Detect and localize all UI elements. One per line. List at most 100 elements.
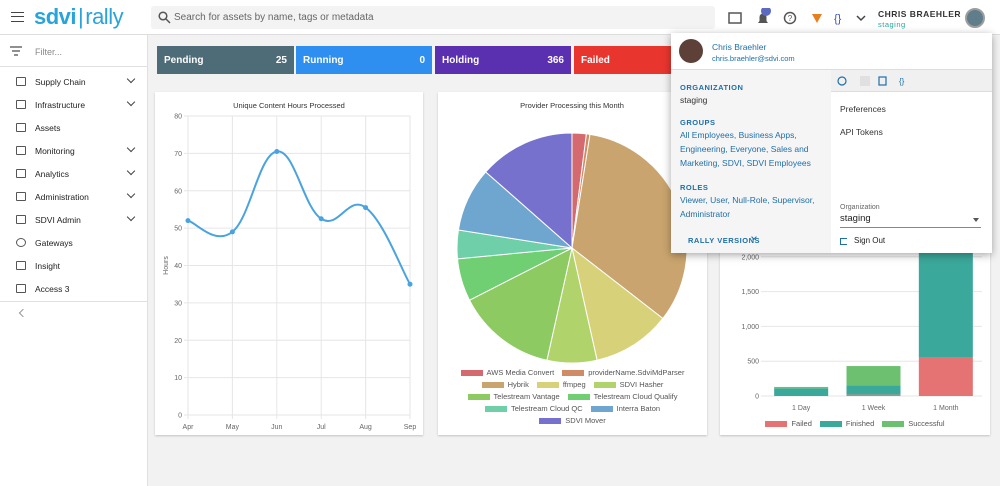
pie-slice bbox=[571, 246, 664, 361]
legend-swatch bbox=[590, 405, 613, 412]
nav-icon bbox=[16, 261, 26, 270]
section-heading: ROLES bbox=[680, 183, 709, 192]
logo-divider: | bbox=[78, 4, 84, 29]
help-icon[interactable] bbox=[783, 11, 797, 25]
user-name[interactable]: CHRIS BRAEHLER bbox=[878, 9, 962, 19]
point bbox=[318, 216, 324, 222]
nav-label: Access 3 bbox=[35, 283, 70, 294]
y-tick-label: 1,500 bbox=[741, 289, 759, 296]
nav-item[interactable]: Infrastructure bbox=[0, 93, 148, 116]
profile-email: chris.braehler@sdvi.com bbox=[712, 54, 795, 63]
legend-label: ffmpeg bbox=[562, 380, 586, 389]
y-tick-label: 0 bbox=[178, 413, 182, 420]
legend-item: ffmpeg bbox=[536, 380, 586, 389]
nav-label: Administration bbox=[35, 191, 89, 202]
nav-item[interactable]: Monitoring bbox=[0, 139, 148, 162]
logo-right: rally bbox=[85, 4, 124, 29]
pie-chart: Provider Processing this Month bbox=[456, 101, 688, 364]
tab-bar: {} bbox=[831, 70, 992, 92]
x-tick-label: Aug bbox=[359, 424, 372, 431]
nav-label: Gateways bbox=[35, 237, 73, 248]
nav-icon bbox=[16, 192, 26, 201]
line-chart: Unique Content Hours Processed 0 10 20 30 40 5… bbox=[163, 101, 416, 431]
nav-item[interactable]: Insight bbox=[0, 254, 148, 277]
legend-swatch bbox=[567, 393, 590, 400]
status-tile[interactable]: Pending 25 bbox=[157, 46, 294, 74]
x-tick-label: May bbox=[226, 424, 240, 431]
nav-item[interactable]: Supply Chain bbox=[0, 70, 148, 93]
nav-item[interactable]: SDVI Admin bbox=[0, 208, 148, 231]
nav-label: Analytics bbox=[35, 168, 70, 179]
nav-label: Infrastructure bbox=[35, 99, 86, 110]
chart-title: Unique Content Hours Processed bbox=[233, 101, 345, 110]
menu-button[interactable] bbox=[11, 12, 24, 22]
legend-swatch bbox=[536, 381, 559, 388]
preferences[interactable]: Preferences bbox=[840, 104, 886, 114]
nav-label: Assets bbox=[35, 122, 61, 133]
status-tile[interactable]: Running 0 bbox=[296, 46, 432, 74]
search-box[interactable]: Search for assets by name, tags or metad… bbox=[151, 6, 715, 29]
nav-item[interactable]: Analytics bbox=[0, 162, 148, 185]
section-heading: ORGANIZATION bbox=[680, 83, 744, 92]
filter-input[interactable]: Filter... bbox=[35, 47, 63, 57]
legend-item: Finished bbox=[819, 419, 874, 428]
legend-swatch bbox=[819, 420, 842, 427]
gift-icon[interactable] bbox=[728, 12, 742, 24]
divider bbox=[0, 301, 148, 302]
tab-active[interactable] bbox=[860, 76, 870, 86]
legend: AWS Media Convert providerName.SdviMdPars… bbox=[453, 368, 692, 425]
legend-swatch bbox=[539, 417, 562, 424]
chevron bbox=[126, 212, 136, 222]
profile-header: Chris Braehler chris.braehler@sdvi.com bbox=[671, 33, 992, 70]
avatar[interactable] bbox=[965, 8, 985, 28]
point bbox=[407, 281, 413, 287]
nav-label: SDVI Admin bbox=[35, 214, 81, 225]
y-tick-label: 2,000 bbox=[741, 254, 759, 261]
org-select-label: Organization bbox=[840, 204, 880, 211]
user-menu-caret[interactable] bbox=[856, 15, 866, 22]
tab-code[interactable]: {} bbox=[899, 77, 905, 86]
organization: staging bbox=[680, 95, 708, 105]
nav-item[interactable]: Administration bbox=[0, 185, 148, 208]
sign-out[interactable]: Sign Out bbox=[854, 236, 886, 245]
legend-label: Telestream Vantage bbox=[493, 392, 560, 401]
api-tokens[interactable]: API Tokens bbox=[840, 127, 883, 137]
divider bbox=[0, 66, 148, 67]
code-icon[interactable]: {} bbox=[834, 13, 842, 25]
element bbox=[158, 11, 168, 21]
extension-icon[interactable] bbox=[812, 14, 822, 23]
status-tile[interactable]: Holding 366 bbox=[435, 46, 571, 74]
nav-item[interactable]: Access 3 bbox=[0, 277, 148, 300]
notification-count: 2 bbox=[765, 3, 769, 10]
legend-label: Hybrik bbox=[507, 380, 529, 389]
legend-item: Telestream Cloud Qualify bbox=[567, 392, 677, 401]
collapse-button[interactable] bbox=[18, 308, 28, 318]
org-select-value: staging bbox=[840, 213, 871, 224]
nav-label: Supply Chain bbox=[35, 76, 86, 87]
bar-segment bbox=[918, 357, 973, 396]
x-tick-label: Apr bbox=[183, 424, 195, 431]
x-tick-label: 1 Month bbox=[933, 405, 958, 412]
nav-item[interactable]: Assets bbox=[0, 116, 148, 139]
tab-history[interactable] bbox=[837, 76, 847, 86]
org-select[interactable]: staging bbox=[840, 213, 981, 228]
bar-segment bbox=[774, 388, 829, 396]
y-axis-label: Hours bbox=[163, 256, 170, 275]
logo[interactable]: sdvi | rally bbox=[34, 4, 124, 30]
filter-icon bbox=[10, 46, 22, 56]
tab-docs[interactable] bbox=[878, 76, 887, 86]
point bbox=[229, 229, 235, 235]
bar-segment bbox=[846, 385, 901, 395]
versions-link[interactable]: RALLY VERSIONS bbox=[688, 236, 761, 245]
bar-segment bbox=[846, 394, 901, 396]
section-heading: GROUPS bbox=[680, 118, 716, 127]
legend-swatch bbox=[460, 369, 483, 376]
nav-icon bbox=[16, 77, 26, 86]
legend-item: providerName.SdviMdParser bbox=[562, 368, 684, 377]
legend-label: SDVI Hasher bbox=[619, 380, 664, 389]
nav-item[interactable]: Gateways bbox=[0, 231, 148, 254]
x-tick-label: Jun bbox=[271, 424, 282, 431]
y-tick-label: 50 bbox=[174, 226, 182, 233]
legend-item: AWS Media Convert bbox=[460, 368, 554, 377]
